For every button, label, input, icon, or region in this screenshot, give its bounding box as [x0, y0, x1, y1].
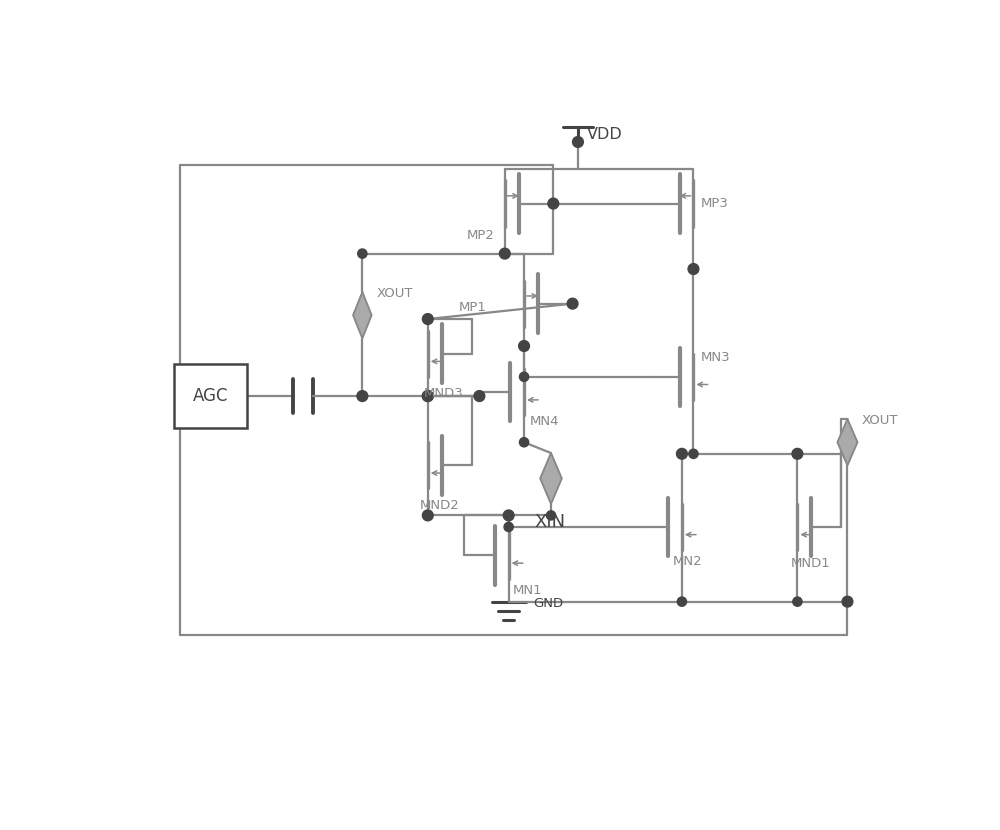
Circle shape [474, 391, 485, 402]
Circle shape [519, 340, 529, 351]
Text: XOUT: XOUT [861, 414, 898, 427]
Text: MN4: MN4 [530, 415, 560, 428]
Circle shape [677, 597, 687, 606]
Text: VDD: VDD [587, 127, 623, 142]
Circle shape [792, 448, 803, 459]
Circle shape [793, 597, 802, 606]
Polygon shape [353, 292, 372, 339]
Text: MN1: MN1 [512, 583, 542, 597]
Text: MP1: MP1 [459, 301, 486, 314]
Circle shape [422, 391, 433, 402]
Text: MND1: MND1 [791, 558, 831, 570]
Text: MN3: MN3 [701, 351, 731, 364]
Circle shape [573, 137, 583, 148]
Circle shape [422, 314, 433, 325]
Text: GND: GND [533, 597, 563, 610]
Circle shape [357, 391, 368, 402]
Text: XIN: XIN [534, 513, 565, 531]
Text: MP3: MP3 [701, 197, 729, 210]
Circle shape [548, 198, 559, 209]
Circle shape [519, 372, 529, 382]
Circle shape [422, 510, 433, 520]
Circle shape [499, 248, 510, 259]
Text: XOUT: XOUT [376, 287, 413, 300]
Text: MN2: MN2 [673, 555, 702, 568]
Circle shape [689, 449, 698, 458]
Circle shape [567, 298, 578, 309]
Circle shape [842, 596, 853, 607]
Circle shape [688, 264, 699, 275]
Circle shape [358, 249, 367, 258]
FancyBboxPatch shape [174, 364, 247, 427]
Circle shape [504, 522, 513, 531]
Polygon shape [540, 453, 562, 504]
Circle shape [546, 510, 556, 520]
Text: MP2: MP2 [466, 229, 494, 242]
Text: MND3: MND3 [424, 388, 464, 400]
Circle shape [423, 392, 432, 401]
Circle shape [503, 510, 514, 520]
Circle shape [677, 448, 687, 459]
Circle shape [519, 437, 529, 447]
Text: AGC: AGC [193, 387, 228, 405]
Circle shape [475, 392, 484, 401]
Polygon shape [837, 419, 857, 466]
Circle shape [422, 391, 433, 402]
Text: MND2: MND2 [420, 499, 460, 512]
